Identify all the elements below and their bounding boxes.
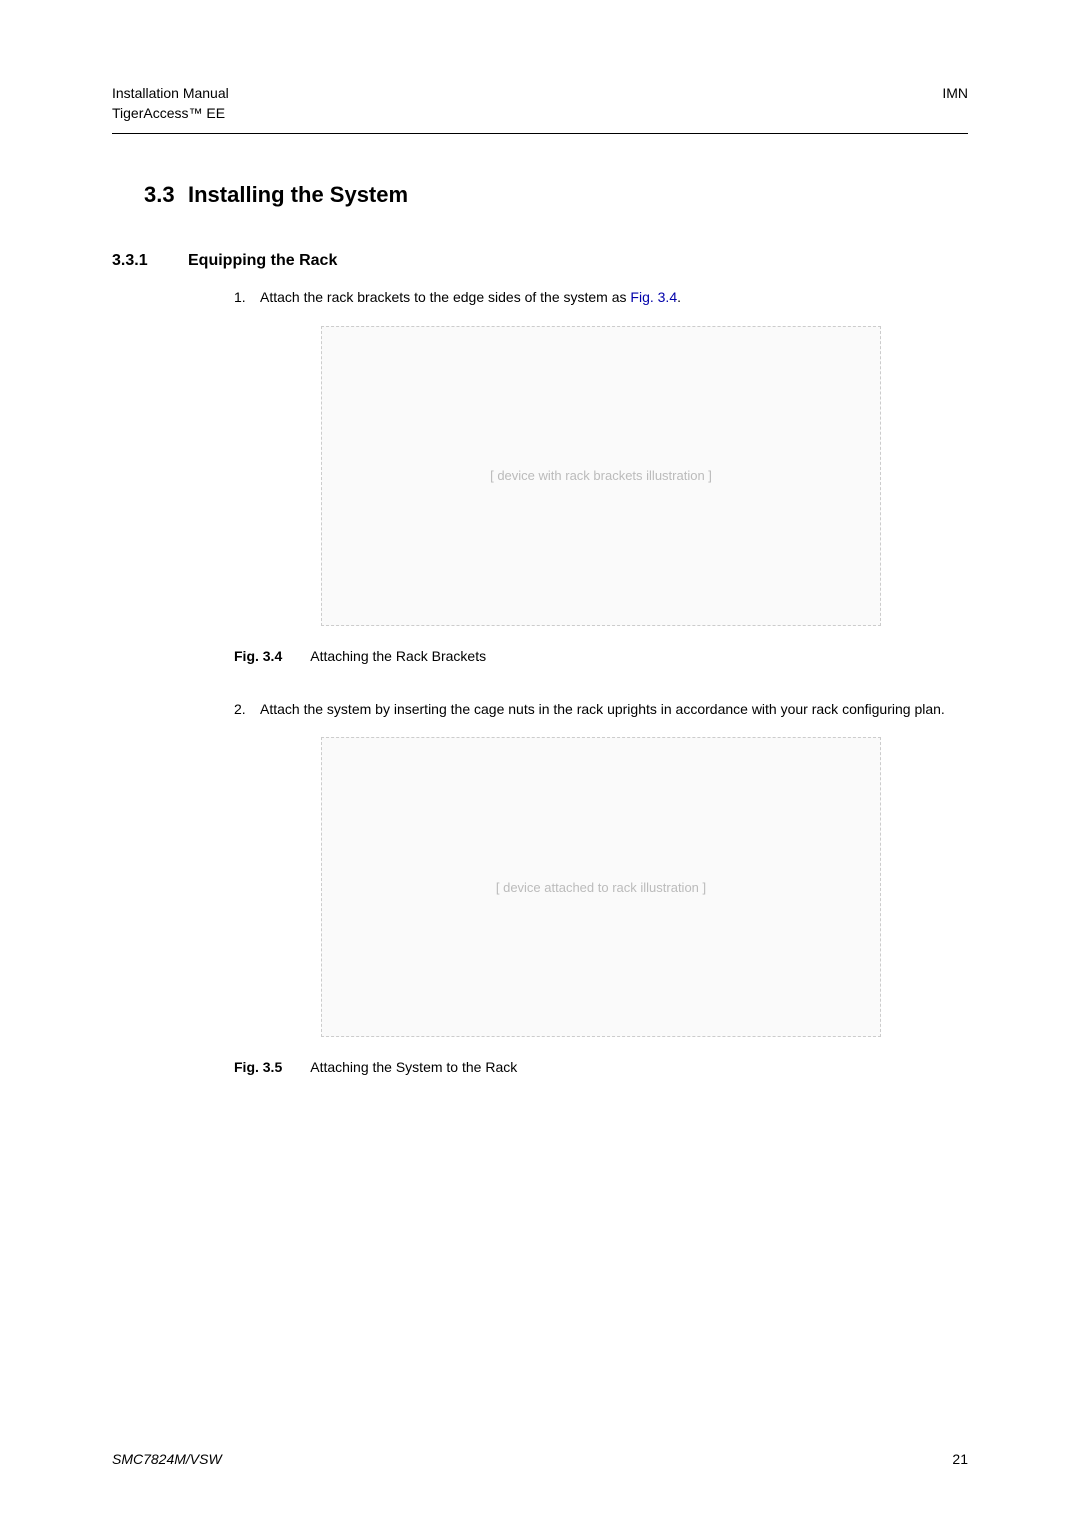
subsection-title: Equipping the Rack <box>188 252 337 270</box>
header-subtitle: TigerAccess™ EE <box>112 104 229 124</box>
step-1-text-before: Attach the rack brackets to the edge sid… <box>260 289 630 305</box>
figure-3-4-caption-text: Attaching the Rack Brackets <box>310 648 486 664</box>
step-1-text-after: . <box>677 289 681 305</box>
footer-model: SMC7824M/VSW <box>112 1451 222 1467</box>
subsection-number: 3.3.1 <box>98 252 188 270</box>
figure-3-5-image: [ device attached to rack illustration ] <box>321 737 881 1037</box>
step-2-text: Attach the system by inserting the cage … <box>260 700 968 720</box>
fig-3-4-link[interactable]: Fig. 3.4 <box>630 289 677 305</box>
header-left: Installation Manual TigerAccess™ EE <box>112 84 229 123</box>
step-2-number: 2. <box>234 700 260 720</box>
figure-3-4-caption: Fig. 3.4 Attaching the Rack Brackets <box>234 648 968 664</box>
header-title: Installation Manual <box>112 84 229 104</box>
subsection-heading: 3.3.1 Equipping the Rack <box>98 252 968 270</box>
section-title: Installing the System <box>188 182 408 208</box>
step-2: 2. Attach the system by inserting the ca… <box>234 700 968 720</box>
page: Installation Manual TigerAccess™ EE IMN … <box>0 0 1080 1527</box>
section-number: 3.3 <box>112 182 188 208</box>
section-heading: 3.3 Installing the System <box>112 182 968 208</box>
figure-3-4-label: Fig. 3.4 <box>234 648 282 664</box>
step-1-number: 1. <box>234 288 260 308</box>
figure-3-5-caption: Fig. 3.5 Attaching the System to the Rack <box>234 1059 968 1075</box>
step-1: 1. Attach the rack brackets to the edge … <box>234 288 968 308</box>
footer-page-number: 21 <box>952 1451 968 1467</box>
step-1-text: Attach the rack brackets to the edge sid… <box>260 288 968 308</box>
page-header: Installation Manual TigerAccess™ EE IMN <box>112 84 968 134</box>
body-content: 1. Attach the rack brackets to the edge … <box>234 288 968 1075</box>
header-right: IMN <box>942 84 968 123</box>
figure-3-5-caption-text: Attaching the System to the Rack <box>310 1059 517 1075</box>
page-footer: SMC7824M/VSW 21 <box>112 1451 968 1467</box>
figure-3-4-image: [ device with rack brackets illustration… <box>321 326 881 626</box>
figure-3-5-label: Fig. 3.5 <box>234 1059 282 1075</box>
